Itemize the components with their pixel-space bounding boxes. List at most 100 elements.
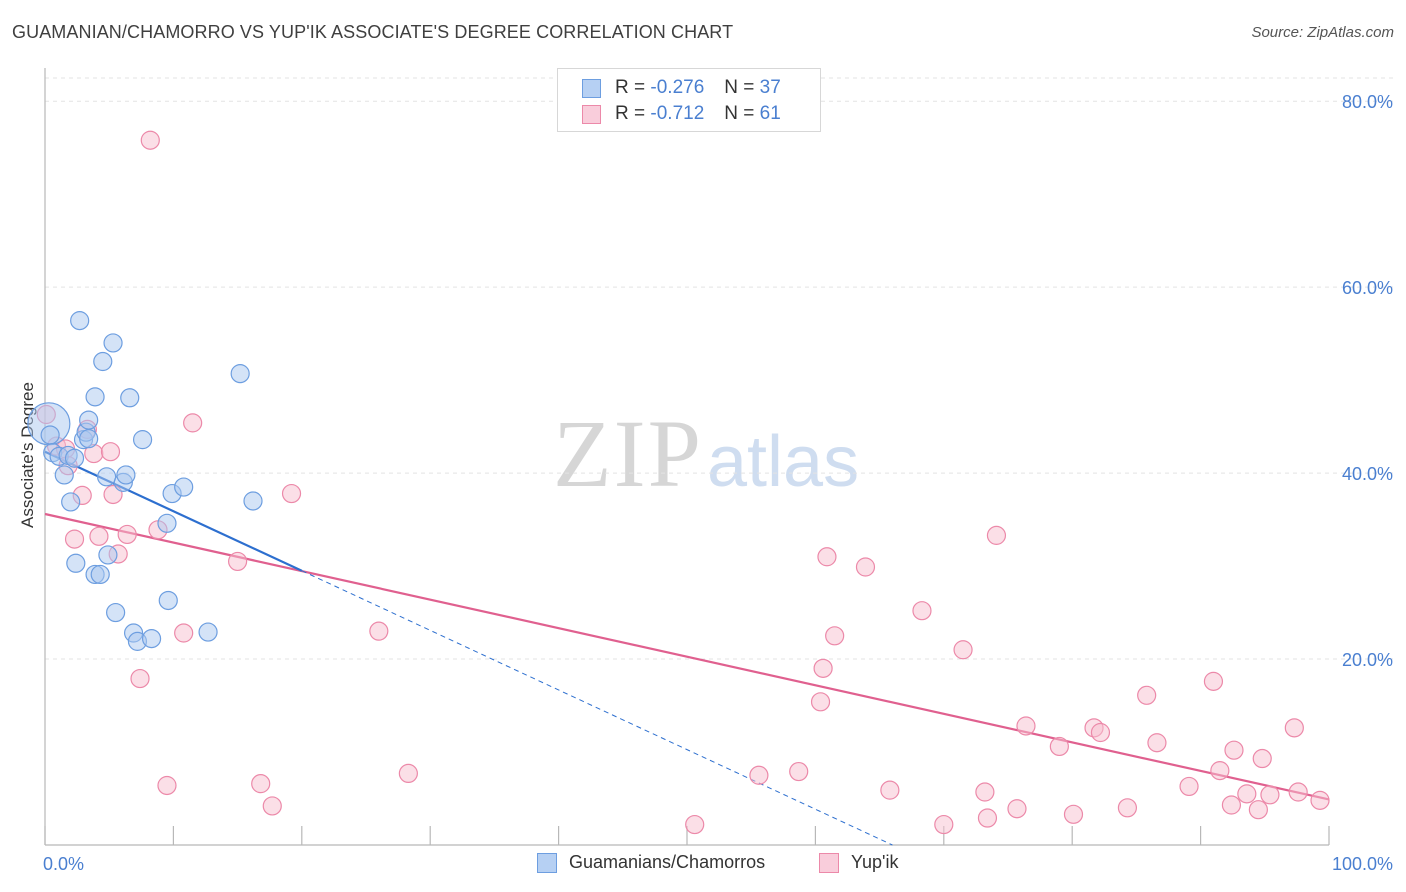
x-tick-label: 0.0% (43, 854, 84, 874)
data-point-yupik (934, 814, 954, 835)
data-point-yupik (1049, 736, 1069, 757)
data-point-yupik (825, 626, 845, 646)
data-point-yupik (130, 668, 150, 689)
data-point-yupik (685, 814, 705, 835)
data-point-yupik (89, 526, 109, 546)
data-point-yupik (251, 774, 271, 794)
data-point-yupik (1210, 761, 1230, 781)
data-point-guamanian (54, 465, 74, 485)
pink-swatch (819, 852, 839, 873)
data-point-yupik (1007, 799, 1027, 819)
r-label: R = (615, 77, 646, 98)
blue-swatch (537, 852, 557, 873)
chart-title: GUAMANIAN/CHAMORRO VS YUP'IK ASSOCIATE'S… (12, 22, 734, 42)
data-point-yupik (1221, 795, 1242, 815)
data-point-yupik (912, 601, 932, 621)
y-tick-label: 60.0% (1342, 278, 1393, 298)
stats-legend: R = -0.276 N = 37 R = -0.712 N = 61 (557, 68, 821, 132)
data-point-guamanian (120, 388, 140, 408)
r-value: -0.712 (650, 103, 705, 124)
legend-item-guamanian[interactable]: Guamanians/Chamorros (537, 852, 765, 873)
data-point-guamanian (93, 351, 113, 372)
data-point-guamanian (85, 387, 105, 407)
data-point-yupik (369, 621, 389, 641)
r-label: R = (615, 103, 646, 124)
pink-swatch (582, 104, 601, 124)
stats-legend-row-guamanian: R = -0.276 N = 37 (582, 76, 781, 100)
data-point-guamanian (98, 545, 118, 565)
data-point-yupik (1224, 740, 1244, 760)
data-point-yupik (1288, 782, 1308, 802)
source-credit: Source: ZipAtlas.com (1251, 24, 1394, 41)
series-legend: Guamanians/Chamorros Yup'ik (0, 852, 1406, 876)
data-point-guamanian (157, 513, 177, 533)
data-point-guamanian (40, 425, 60, 445)
data-point-guamanian (97, 467, 117, 487)
data-point-guamanian (64, 448, 85, 468)
data-point-yupik (953, 640, 973, 660)
r-value: -0.276 (650, 77, 705, 98)
data-point-guamanian (90, 564, 110, 585)
data-point-guamanian (103, 333, 123, 353)
trend-line-guamanian (44, 450, 303, 572)
data-point-yupik (1310, 790, 1330, 810)
data-point-yupik (281, 483, 302, 504)
data-point-guamanian (79, 429, 99, 449)
data-point-yupik (1090, 722, 1111, 743)
data-point-guamanian (106, 602, 126, 623)
data-point-yupik (810, 692, 831, 712)
data-point-yupik (1016, 716, 1036, 736)
data-point-guamanian (141, 628, 162, 649)
data-point-guamanian (61, 492, 81, 512)
blue-swatch (582, 78, 601, 98)
data-point-guamanian (132, 430, 153, 450)
data-point-guamanian (66, 553, 86, 573)
data-point-yupik (183, 413, 203, 433)
data-point-yupik (228, 551, 248, 572)
data-point-guamanian (70, 311, 90, 331)
data-point-yupik (64, 529, 85, 549)
data-point-yupik (157, 775, 177, 796)
n-value: 61 (759, 103, 781, 124)
data-point-guamanian (158, 590, 178, 611)
stats-legend-row-yupik: R = -0.712 N = 61 (582, 102, 781, 126)
watermark: ZIPatlas (553, 398, 859, 509)
trend-line-guamanian-extension (301, 570, 893, 846)
data-point-yupik (174, 623, 194, 643)
data-point-yupik (855, 557, 876, 577)
watermark-zip: ZIP (553, 400, 703, 507)
data-point-guamanian (230, 364, 250, 384)
data-point-guamanian (243, 491, 263, 511)
y-tick-label: 80.0% (1342, 92, 1393, 112)
data-point-yupik (100, 442, 121, 462)
data-point-yupik (749, 765, 769, 785)
data-point-yupik (813, 658, 833, 678)
data-point-yupik (1237, 784, 1257, 804)
data-point-yupik (1063, 804, 1084, 824)
data-point-yupik (1252, 748, 1272, 769)
n-label: N = (724, 103, 755, 124)
n-label: N = (724, 77, 755, 98)
y-tick-label: 20.0% (1342, 650, 1393, 670)
data-point-yupik (977, 808, 998, 828)
data-point-yupik (140, 130, 160, 150)
y-tick-label: 40.0% (1342, 464, 1393, 484)
legend-item-yupik[interactable]: Yup'ik (819, 852, 898, 873)
trend-line-yupik (44, 512, 1330, 801)
data-point-guamanian (174, 477, 194, 497)
data-point-yupik (1179, 776, 1199, 797)
data-point-yupik (1117, 798, 1138, 818)
legend-label: Yup'ik (851, 852, 899, 872)
data-point-yupik (880, 780, 900, 800)
data-point-guamanian (79, 410, 99, 430)
data-point-yupik (1248, 800, 1268, 820)
data-point-yupik (117, 524, 137, 545)
data-point-yupik (986, 525, 1007, 545)
data-point-yupik (1260, 785, 1280, 805)
data-point-yupik (1284, 718, 1304, 738)
data-point-yupik (398, 763, 418, 784)
data-point-yupik (817, 547, 837, 567)
data-point-yupik (1137, 685, 1157, 705)
data-point-yupik (1203, 671, 1224, 691)
